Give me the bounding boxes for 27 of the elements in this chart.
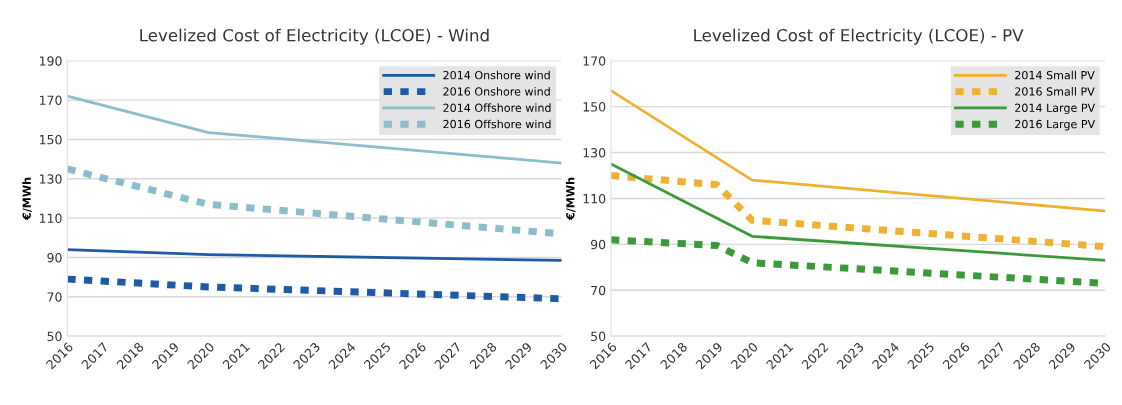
- chart-title: Levelized Cost of Electricity (LCOE) - PV: [694, 28, 1024, 45]
- legend-label: 2016 Onshore wind: [443, 87, 550, 96]
- y-tick-label: 130: [583, 148, 606, 158]
- y-tick-label: 90: [47, 252, 62, 263]
- y-tick-label: 70: [591, 285, 606, 296]
- y-tick-label: 90: [590, 239, 606, 250]
- y-tick-label: 150: [39, 134, 62, 145]
- legend-label: 2016 Offshore wind: [443, 119, 551, 129]
- chart-title: Levelized Cost of Electricity (LCOE) - Wind: [140, 28, 489, 45]
- y-tick-label: 130: [39, 174, 62, 184]
- y-tick-label: 50: [591, 331, 606, 342]
- legend-label: 2014 Offshore wind: [443, 103, 551, 112]
- y-tick-label: 50: [47, 331, 62, 342]
- y-axis-title: €/MWh: [22, 177, 32, 221]
- y-tick-label: 170: [39, 95, 62, 106]
- y-tick-label: 170: [583, 56, 606, 66]
- legend-label: 2014 Onshore wind: [443, 70, 550, 80]
- legend-label: 2016 Large PV: [1015, 119, 1096, 131]
- y-axis-title: €/MWh: [565, 177, 576, 221]
- y-tick-label: 150: [583, 102, 606, 112]
- legend-label: 2014 Small PV: [1015, 70, 1095, 80]
- y-tick-label: 110: [583, 193, 606, 204]
- y-tick-label: 190: [39, 56, 62, 66]
- legend-label: 2016 Small PV: [1015, 87, 1095, 96]
- legend-label: 2014 Large PV: [1015, 103, 1096, 115]
- y-tick-label: 70: [47, 292, 62, 302]
- y-tick-label: 110: [39, 213, 62, 224]
